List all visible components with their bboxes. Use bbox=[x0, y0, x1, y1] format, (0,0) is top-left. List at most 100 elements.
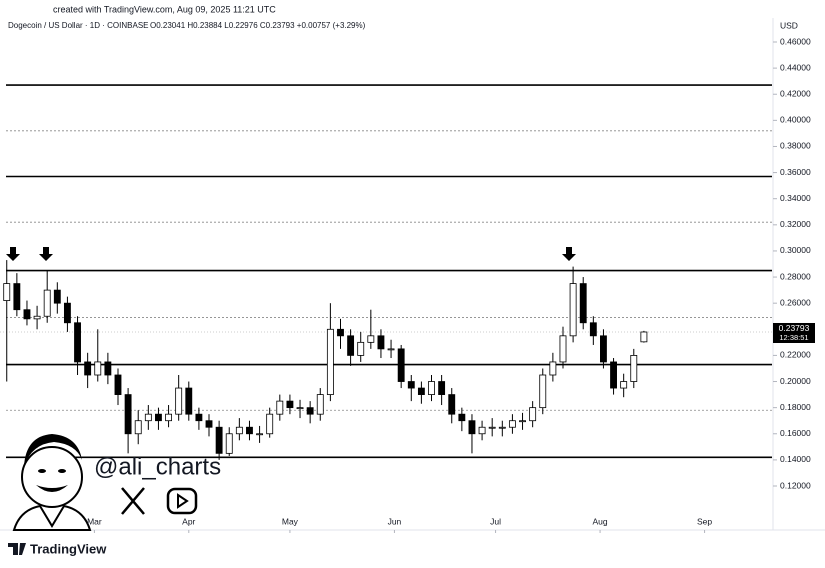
candle-body bbox=[175, 387, 183, 415]
candle-body bbox=[316, 394, 324, 415]
candle-body bbox=[195, 413, 203, 422]
eye bbox=[38, 469, 46, 473]
y-tick-label: 0.14000 bbox=[780, 454, 811, 464]
candle-body bbox=[468, 420, 476, 435]
candle-body bbox=[266, 413, 274, 435]
candle-body bbox=[235, 426, 243, 435]
y-tick-label: 0.32000 bbox=[780, 219, 811, 229]
y-tick-label: 0.28000 bbox=[780, 271, 811, 281]
candle-body bbox=[185, 387, 193, 415]
candle-body bbox=[610, 361, 617, 389]
candle-body bbox=[407, 381, 415, 389]
smile bbox=[36, 485, 68, 492]
candle-body bbox=[276, 400, 284, 415]
candle-body bbox=[539, 374, 547, 409]
candle-body bbox=[63, 302, 71, 324]
candle-body bbox=[256, 433, 264, 436]
candle-body bbox=[448, 394, 456, 415]
candle-body bbox=[387, 348, 395, 351]
youtube-play bbox=[177, 493, 189, 509]
candle-body bbox=[549, 361, 557, 376]
candle-body bbox=[337, 328, 344, 337]
y-tick-label: 0.22000 bbox=[780, 350, 811, 360]
created-note: created with TradingView.com, Aug 09, 20… bbox=[53, 4, 276, 14]
youtube-icon bbox=[166, 487, 198, 515]
candle-body bbox=[417, 387, 425, 395]
x-tick-label: Jul bbox=[490, 516, 501, 526]
x-tick-label: Jun bbox=[388, 516, 402, 526]
brand: TradingView bbox=[30, 541, 107, 556]
candle-body bbox=[94, 361, 102, 376]
currency: USD bbox=[780, 20, 798, 30]
arrow bbox=[562, 247, 576, 261]
y-tick-label: 0.34000 bbox=[780, 193, 811, 203]
candle-body bbox=[630, 355, 638, 382]
candle-body bbox=[367, 335, 375, 343]
candle-body bbox=[165, 413, 172, 422]
candle-body bbox=[600, 335, 607, 363]
x-tick-label: Mar bbox=[87, 516, 102, 526]
arrows bbox=[6, 247, 576, 261]
candle-body bbox=[579, 283, 587, 324]
ohlc: O0.23041 H0.23884 L0.22976 C0.23793 +0.0… bbox=[150, 21, 366, 30]
hair bbox=[24, 434, 82, 466]
candle-body bbox=[347, 335, 355, 356]
shirt bbox=[12, 504, 92, 531]
candle-body bbox=[326, 328, 334, 395]
tv-logo bbox=[8, 543, 26, 555]
candle-body bbox=[215, 426, 223, 454]
y-tick-label: 0.16000 bbox=[780, 428, 811, 438]
countdown: 12:38:51 bbox=[779, 333, 808, 342]
eye bbox=[58, 469, 66, 473]
candle-body bbox=[397, 348, 405, 382]
candle-body bbox=[478, 426, 486, 435]
candle-body bbox=[519, 420, 526, 423]
y-tick-label: 0.26000 bbox=[780, 297, 811, 307]
candle-body bbox=[205, 420, 213, 428]
y-tick-label: 0.46000 bbox=[780, 36, 811, 46]
candle-body bbox=[155, 413, 162, 422]
y-tick-label: 0.42000 bbox=[780, 88, 811, 98]
candle-body bbox=[488, 426, 496, 429]
candle-body bbox=[33, 315, 41, 320]
y-tick-label: 0.18000 bbox=[780, 402, 811, 412]
candle-body bbox=[144, 413, 152, 422]
avatar bbox=[12, 434, 92, 531]
candle-body bbox=[286, 400, 294, 409]
x-icon bbox=[121, 487, 145, 515]
symbol: Dogecoin / US Dollar · 1D · COINBASE bbox=[8, 21, 149, 30]
candle-body bbox=[74, 322, 81, 363]
candle-body bbox=[53, 289, 61, 304]
x-tick-label: Aug bbox=[593, 516, 608, 526]
candle-body bbox=[246, 426, 253, 435]
candle-body bbox=[569, 283, 577, 337]
candle-body bbox=[640, 331, 648, 343]
candle-body bbox=[428, 381, 435, 395]
x-tick-label: May bbox=[282, 516, 299, 526]
candle-body bbox=[377, 335, 385, 350]
candle-body bbox=[357, 341, 365, 356]
candle-body bbox=[134, 420, 142, 435]
candle-body bbox=[529, 407, 537, 422]
candle-body bbox=[225, 433, 233, 454]
y-tick-label: 0.12000 bbox=[780, 480, 811, 490]
candle-body bbox=[3, 283, 11, 301]
plot bbox=[0, 84, 772, 460]
handle: @ali_charts bbox=[94, 453, 221, 480]
arrow bbox=[6, 247, 20, 261]
x-tick-label: Apr bbox=[182, 516, 195, 526]
y-tick-label: 0.36000 bbox=[780, 167, 811, 177]
candle-body bbox=[458, 413, 466, 422]
y-tick-label: 0.20000 bbox=[780, 376, 811, 386]
candle-body bbox=[43, 289, 51, 317]
price-badge bbox=[773, 322, 815, 343]
candle-body bbox=[559, 335, 567, 363]
candle-body bbox=[620, 381, 628, 389]
candle-body bbox=[23, 309, 31, 320]
candle-body bbox=[84, 361, 92, 376]
y-tick-label: 0.40000 bbox=[780, 115, 811, 125]
candle-body bbox=[508, 420, 516, 428]
y-tick-label: 0.44000 bbox=[780, 62, 811, 72]
y-tick-label: 0.30000 bbox=[780, 245, 811, 255]
